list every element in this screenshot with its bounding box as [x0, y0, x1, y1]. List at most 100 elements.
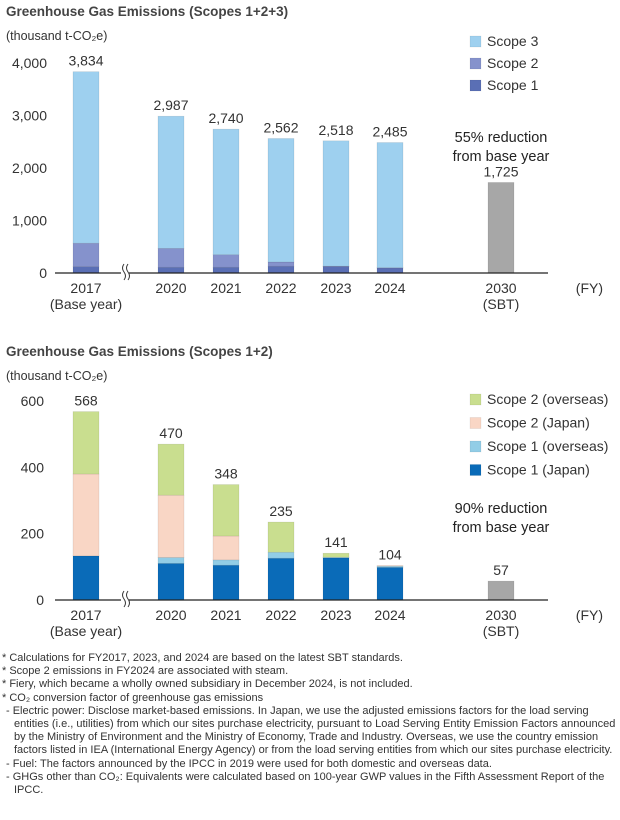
x-tick-sublabel: (SBT) — [483, 623, 520, 639]
bar-segment-scope-2-overseas- — [212, 484, 240, 537]
y-tick-label: 2,000 — [12, 160, 47, 176]
chart1-svg: 0 1,000 2,000 3,000 4,000 3,834 2017(Base year… — [12, 33, 603, 312]
x-tick-label: 2017 — [70, 607, 101, 623]
bar-segment-scope-2 — [267, 261, 295, 267]
chart2-svg: 0 200 400 600 568 2017(Base year) 470 2020 348 20… — [21, 391, 609, 639]
chart1-unit-label: (thousand t-CO₂e) — [6, 29, 108, 43]
data-label: 235 — [269, 503, 293, 519]
legend-label: Scope 2 (Japan) — [487, 415, 590, 431]
x-tick-label: 2021 — [210, 280, 241, 296]
bar-segment-scope-1 — [322, 266, 350, 274]
x-tick-sublabel: (Base year) — [50, 623, 122, 639]
reduction-annotation: from base year — [453, 149, 550, 165]
y-tick-label: 0 — [36, 592, 44, 608]
bar-segment-scope-2-overseas- — [72, 411, 100, 475]
data-label: 2,987 — [153, 97, 188, 113]
x-tick-sublabel: (SBT) — [483, 296, 520, 312]
bar-segment-scope-1-japan- — [212, 564, 240, 601]
legend-label: Scope 3 — [487, 33, 539, 49]
bar-segment-scope-1-japan- — [322, 557, 350, 601]
data-label: 57 — [493, 562, 509, 578]
legend-swatch — [469, 440, 482, 453]
legend-swatch — [469, 464, 482, 476]
chart2-unit-label: (thousand t-CO₂e) — [6, 369, 108, 383]
footnote: * CO₂ conversion factor of greenhouse ga… — [2, 691, 264, 704]
bar-segment-scope-2-overseas- — [322, 552, 350, 558]
reduction-annotation: 55% reduction — [455, 130, 548, 146]
data-label: 2,518 — [318, 122, 353, 138]
legend-label: Scope 1 — [487, 77, 539, 93]
chart2-title: Greenhouse Gas Emissions (Scopes 1+2) — [6, 344, 273, 359]
data-label: 3,834 — [68, 53, 103, 69]
bar-segment-scope-1 — [267, 265, 295, 274]
x-tick-sublabel: (Base year) — [50, 296, 122, 312]
bar-segment-scope-2-overseas- — [157, 443, 185, 496]
legend-swatch — [469, 417, 482, 429]
x-tick-label: 2022 — [265, 280, 296, 296]
y-tick-label: 1,000 — [12, 213, 47, 229]
sub-footnote: - Fuel: The factors announced by the IPC… — [6, 757, 492, 770]
bar-segment-scope-2-japan- — [72, 473, 100, 557]
y-tick-label: 400 — [21, 459, 45, 475]
data-label: 470 — [159, 425, 183, 441]
bar-segment-scope-3 — [376, 142, 404, 269]
reduction-annotation: from base year — [453, 520, 550, 536]
y-tick-label: 3,000 — [12, 108, 47, 124]
x-tick-label: 2030 — [485, 607, 516, 623]
data-label: 1,725 — [483, 163, 518, 179]
data-label: 2,740 — [208, 110, 243, 126]
bar-segment-scope-2-japan- — [376, 565, 404, 567]
bar-segment-scope-2 — [212, 254, 240, 268]
bar-segment-scope-1-japan- — [157, 563, 185, 601]
x-tick-label: 2020 — [155, 280, 186, 296]
legend-swatch — [469, 79, 482, 92]
bar-segment-scope-1 — [376, 267, 404, 274]
bar-segment-scope-1-japan- — [72, 555, 100, 601]
legend-label: Scope 2 (overseas) — [487, 391, 608, 407]
chart1-title: Greenhouse Gas Emissions (Scopes 1+2+3) — [6, 4, 289, 19]
x-tick-label: 2030 — [485, 280, 516, 296]
x-tick-label: 2024 — [374, 280, 405, 296]
bar-segment-target — [487, 580, 515, 601]
bar-segment-target — [487, 182, 515, 274]
axis-break-icon — [126, 590, 130, 608]
legend-label: Scope 1 (overseas) — [487, 438, 608, 454]
footnote: * Fiery, which became a wholly owned sub… — [2, 678, 413, 691]
data-label: 348 — [214, 466, 238, 482]
bar-segment-scope-3 — [157, 115, 185, 249]
axis-break-icon — [126, 263, 130, 281]
bar-segment-scope-2-japan- — [212, 535, 240, 561]
x-tick-label: 2022 — [265, 607, 296, 623]
data-label: 2,485 — [372, 124, 407, 140]
legend-swatch — [469, 35, 482, 48]
legend-label: Scope 1 (Japan) — [487, 462, 590, 478]
x-tick-label: 2024 — [374, 607, 405, 623]
x-axis-unit-label: (FY) — [576, 607, 603, 623]
x-tick-label: 2023 — [320, 280, 351, 296]
bar-segment-scope-2-overseas- — [267, 521, 295, 553]
bar-segment-scope-1 — [212, 266, 240, 274]
data-label: 2,562 — [263, 119, 298, 135]
bar-segment-scope-3 — [322, 140, 350, 267]
footnote: * Scope 2 emissions in FY2024 are associ… — [2, 665, 289, 678]
bar-segment-scope-1 — [157, 266, 185, 274]
x-tick-label: 2023 — [320, 607, 351, 623]
footnote: * Calculations for FY2017, 2023, and 202… — [2, 652, 403, 664]
legend-label: Scope 2 — [487, 55, 539, 71]
x-tick-label: 2021 — [210, 607, 241, 623]
bar-segment-scope-2 — [72, 242, 100, 267]
sub-footnote: - GHGs other than CO₂: Equivalents were … — [6, 770, 605, 797]
sub-footnote: - Electric power: Disclose market-based … — [6, 704, 616, 757]
bar-segment-scope-1-japan- — [267, 557, 295, 601]
bar-segment-scope-2 — [157, 248, 185, 268]
bar-segment-scope-3 — [267, 138, 295, 263]
x-axis-unit-label: (FY) — [576, 280, 603, 296]
bar-segment-scope-1-overseas- — [212, 559, 240, 566]
y-tick-label: 600 — [21, 393, 45, 409]
bar-segment-scope-1-japan- — [376, 567, 404, 601]
x-tick-label: 2017 — [70, 280, 101, 296]
axis-break-icon — [122, 263, 126, 281]
bar-segment-scope-1 — [72, 266, 100, 274]
y-tick-label: 4,000 — [12, 55, 47, 71]
y-tick-label: 200 — [21, 526, 45, 542]
